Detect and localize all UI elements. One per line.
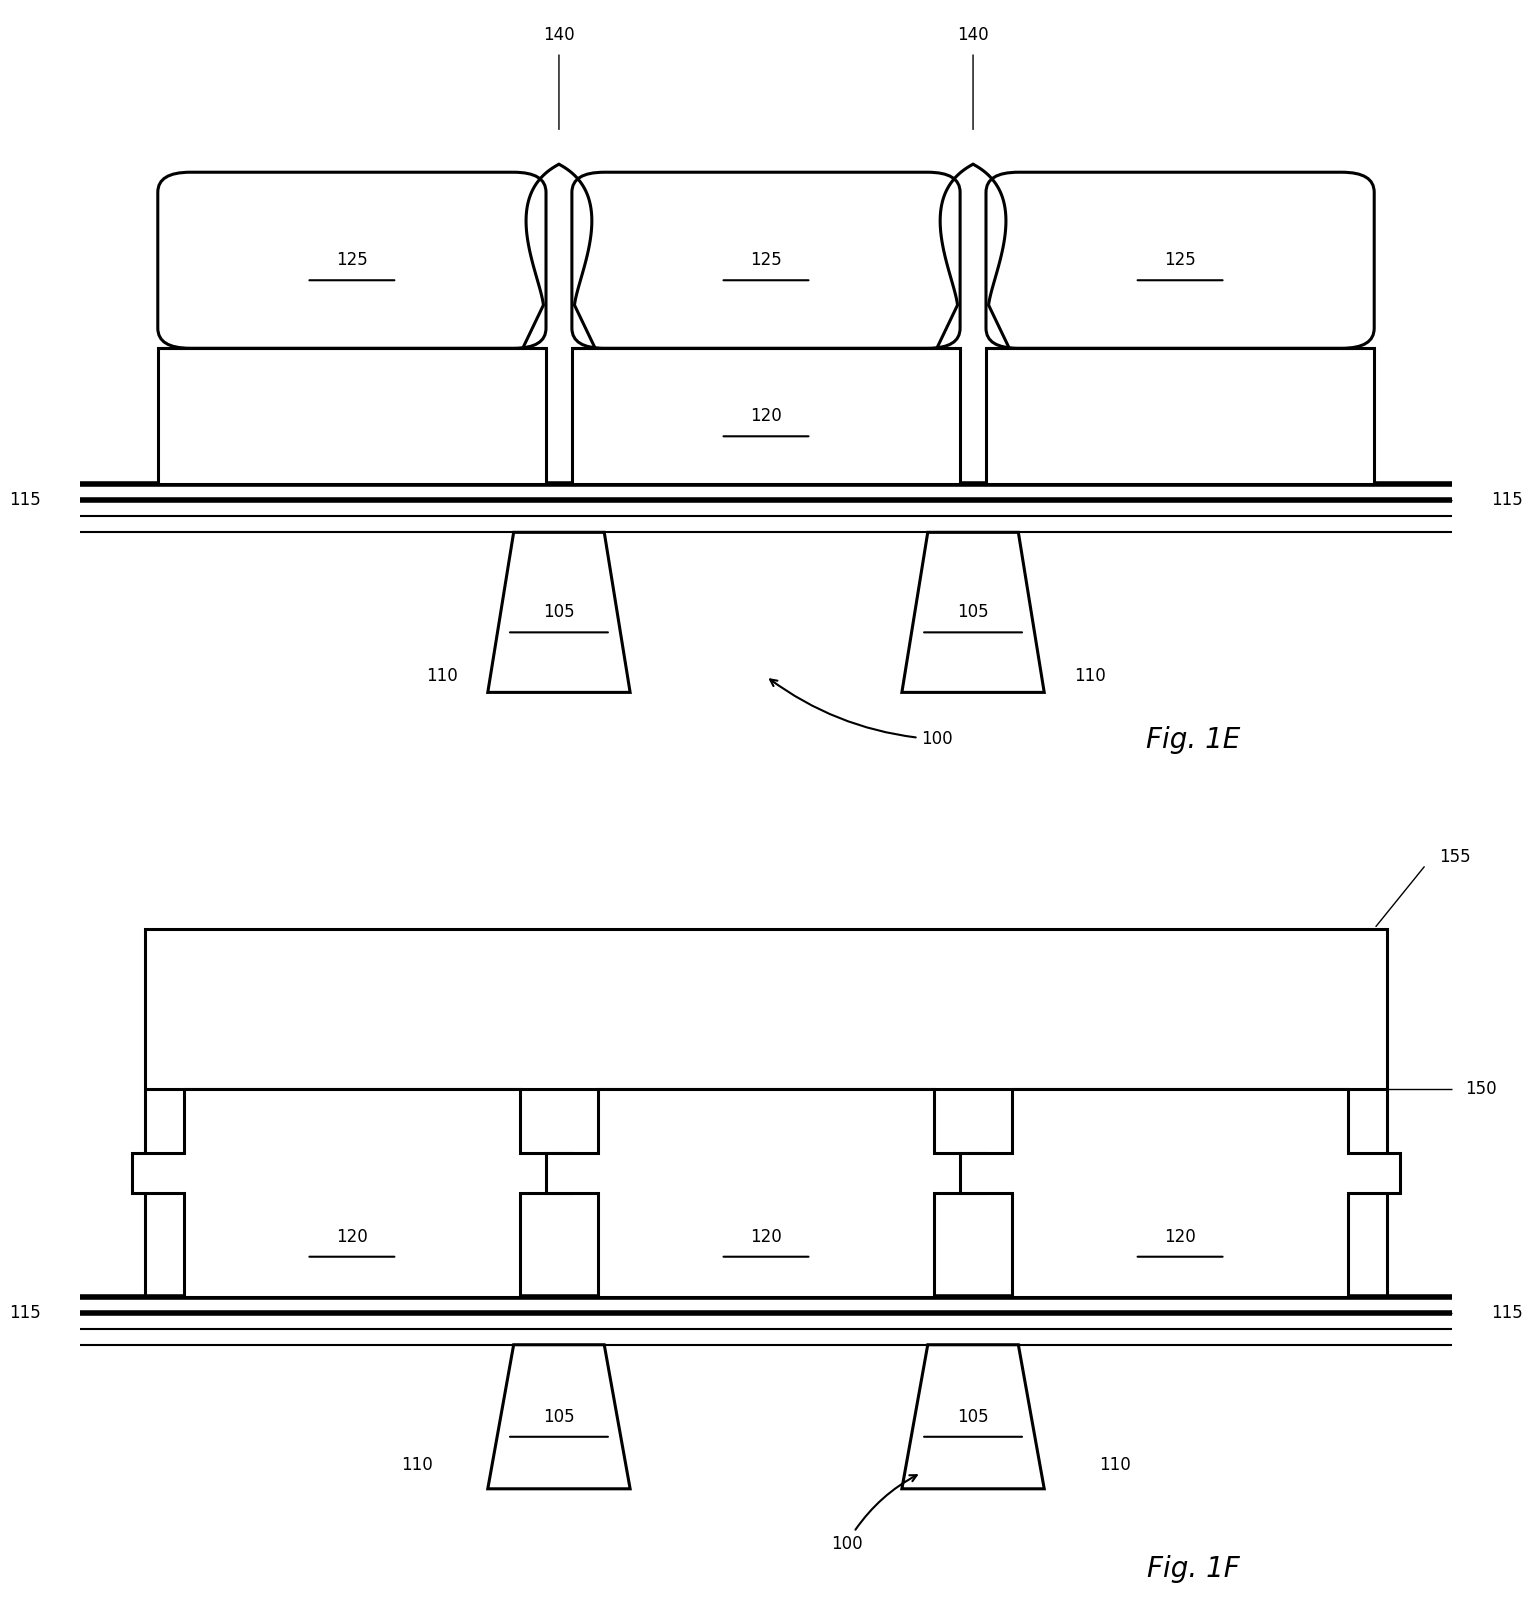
Text: 150: 150 bbox=[1465, 1079, 1497, 1098]
Text: 110: 110 bbox=[426, 668, 458, 686]
Polygon shape bbox=[545, 1089, 987, 1297]
Text: 115: 115 bbox=[1491, 1303, 1523, 1321]
Text: 115: 115 bbox=[9, 492, 41, 510]
Text: 110: 110 bbox=[1100, 1457, 1131, 1474]
Text: 110: 110 bbox=[401, 1457, 432, 1474]
Text: 110: 110 bbox=[1074, 668, 1106, 686]
Text: Fig. 1F: Fig. 1F bbox=[1146, 1555, 1239, 1582]
Text: 100: 100 bbox=[830, 1476, 916, 1553]
FancyBboxPatch shape bbox=[571, 173, 961, 348]
Text: 120: 120 bbox=[1164, 1227, 1196, 1245]
FancyBboxPatch shape bbox=[987, 173, 1374, 348]
Polygon shape bbox=[487, 1345, 630, 1489]
Polygon shape bbox=[158, 348, 545, 484]
Text: 125: 125 bbox=[751, 252, 781, 269]
Text: 140: 140 bbox=[544, 26, 574, 44]
Text: 140: 140 bbox=[958, 26, 988, 44]
Text: 115: 115 bbox=[1491, 492, 1523, 510]
Text: 105: 105 bbox=[958, 1408, 988, 1426]
Text: 105: 105 bbox=[958, 603, 988, 621]
Text: 120: 120 bbox=[751, 1227, 781, 1245]
Text: Fig. 1E: Fig. 1E bbox=[1146, 726, 1241, 755]
Text: 120: 120 bbox=[336, 1227, 368, 1245]
Polygon shape bbox=[961, 1089, 1400, 1297]
Polygon shape bbox=[146, 929, 1386, 1297]
Text: 125: 125 bbox=[336, 252, 368, 269]
Polygon shape bbox=[571, 348, 961, 484]
Polygon shape bbox=[902, 532, 1045, 692]
Polygon shape bbox=[902, 1345, 1045, 1489]
Text: 155: 155 bbox=[1439, 847, 1471, 866]
FancyBboxPatch shape bbox=[158, 173, 545, 348]
Text: 105: 105 bbox=[544, 603, 574, 621]
Text: 105: 105 bbox=[544, 1408, 574, 1426]
Text: 115: 115 bbox=[9, 1303, 41, 1321]
Polygon shape bbox=[987, 348, 1374, 484]
Text: 125: 125 bbox=[1164, 252, 1196, 269]
Text: 120: 120 bbox=[751, 408, 781, 426]
Text: 100: 100 bbox=[771, 679, 953, 748]
Polygon shape bbox=[132, 1089, 571, 1297]
Polygon shape bbox=[487, 532, 630, 692]
